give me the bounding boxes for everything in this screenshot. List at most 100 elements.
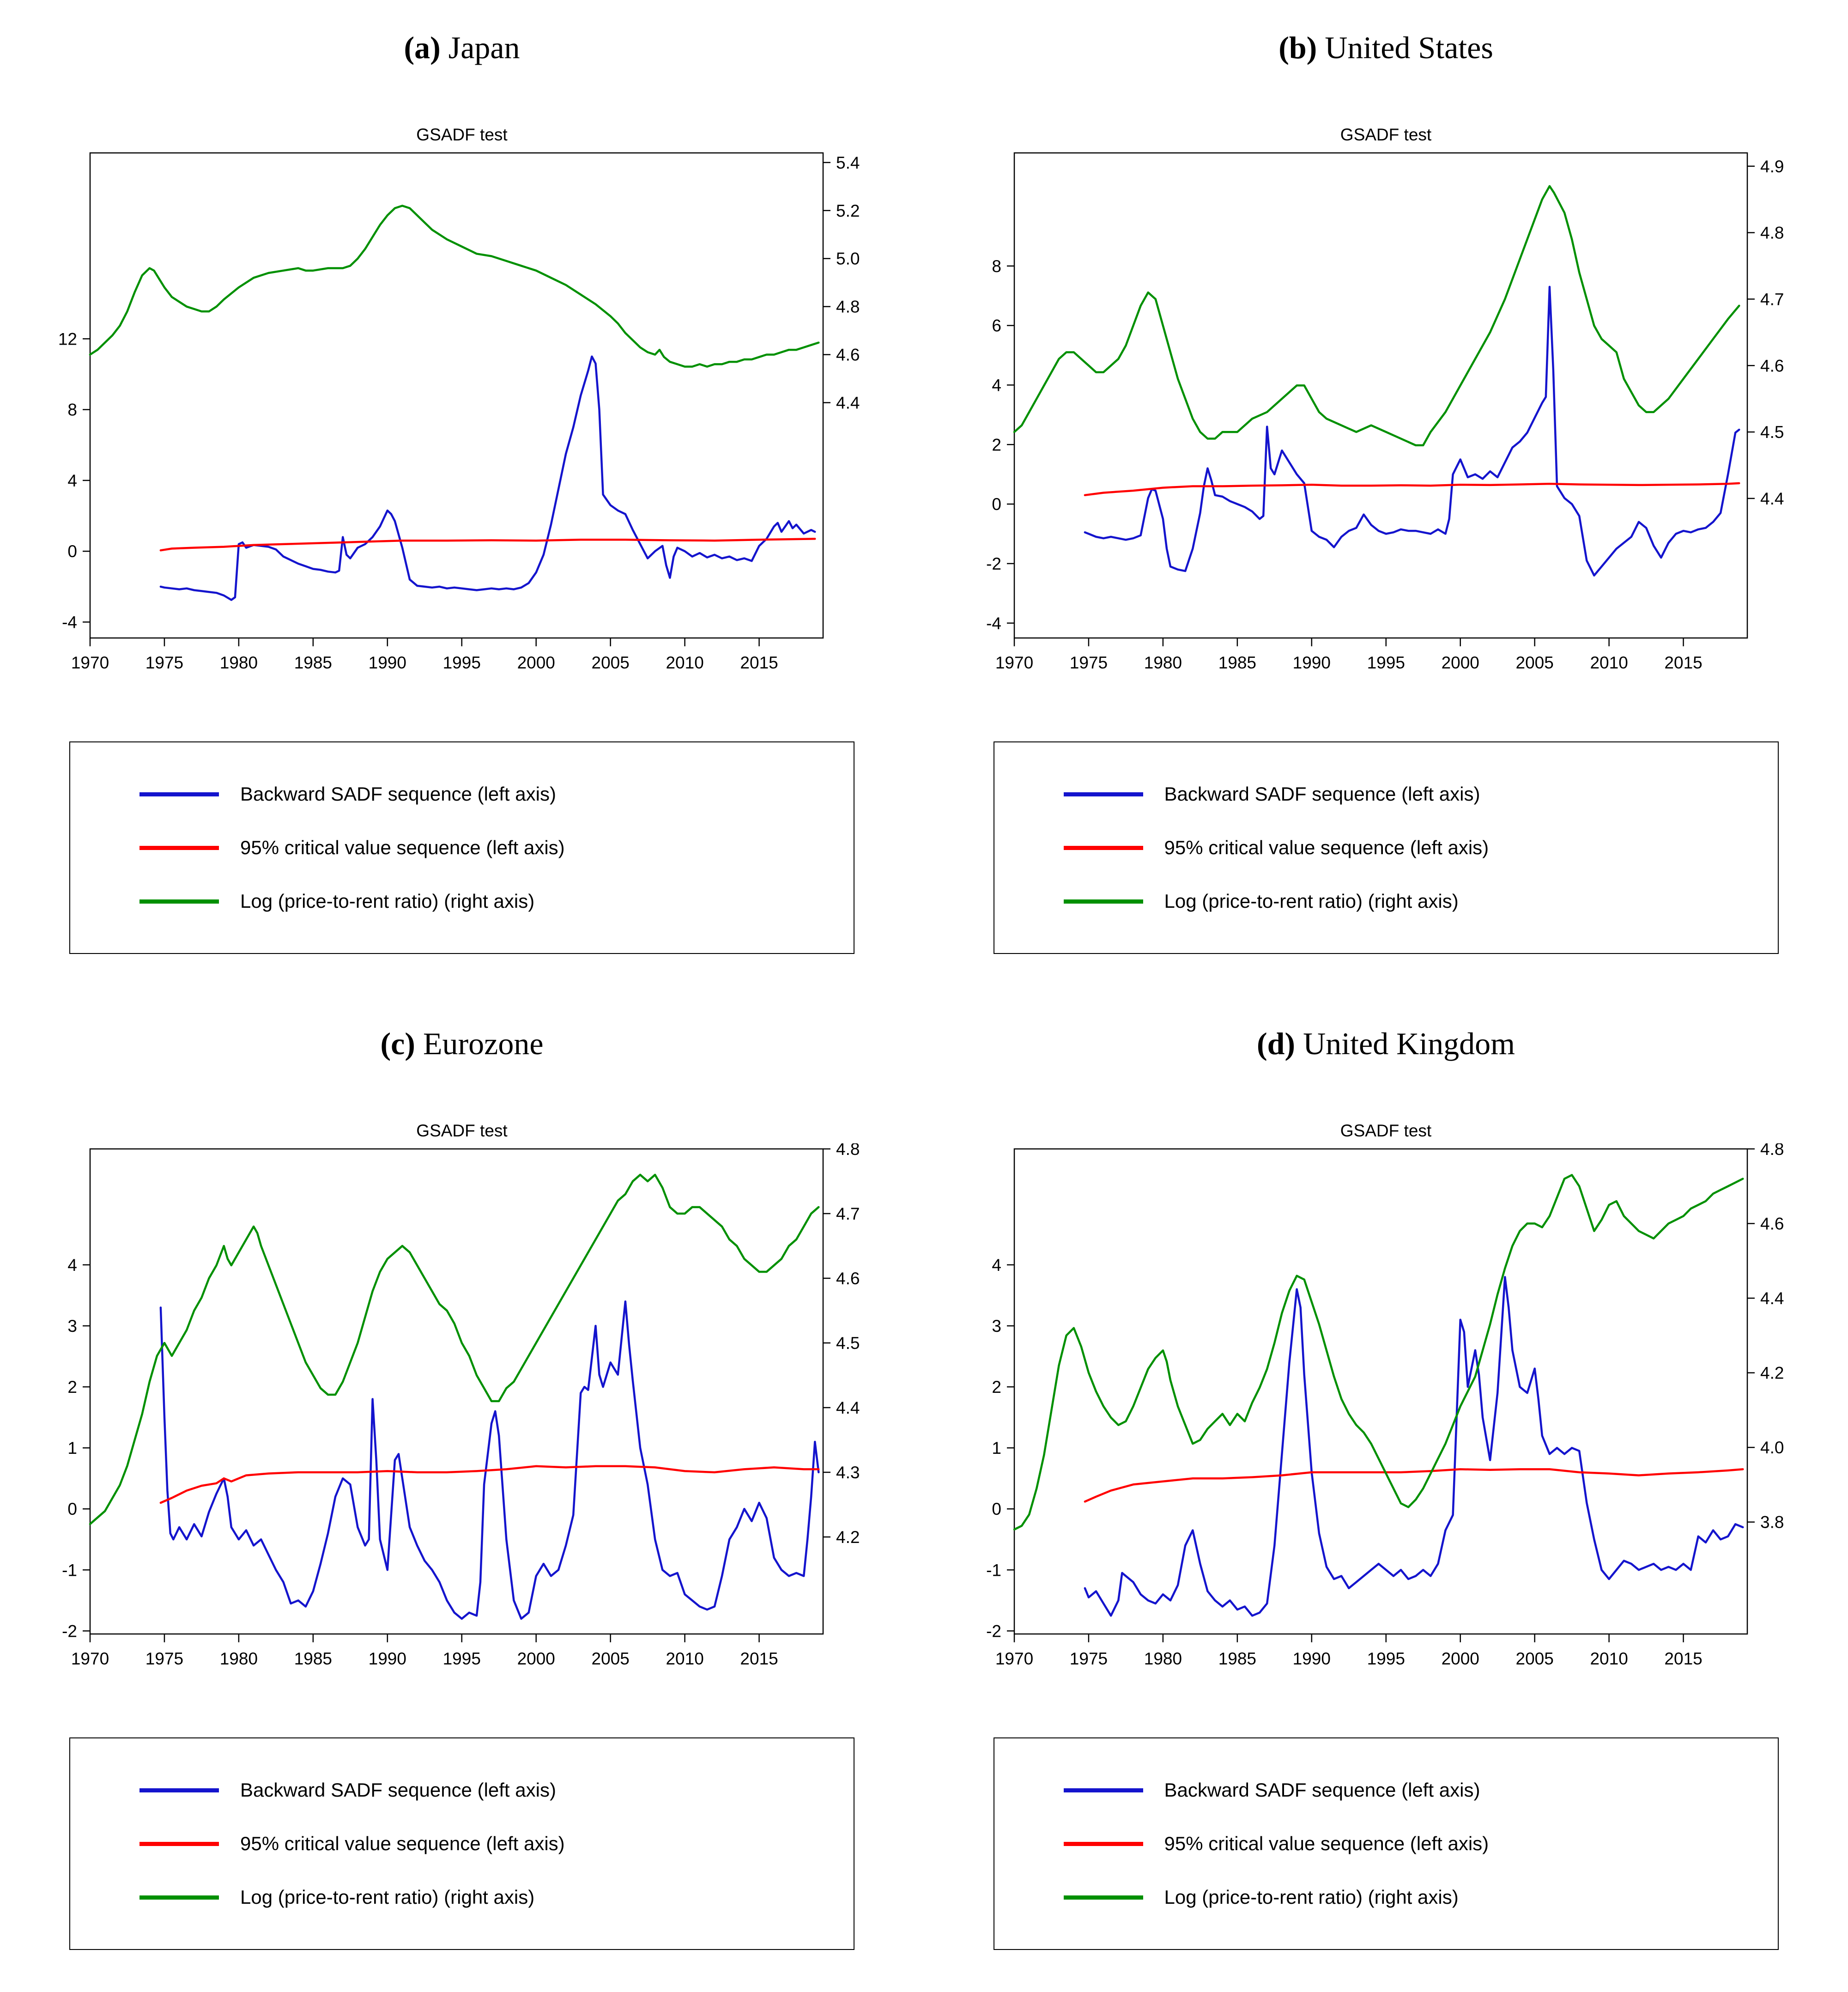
svg-text:4.7: 4.7 [836, 1204, 860, 1223]
legend-item-critical-value: 95% critical value sequence (left axis) [1063, 837, 1759, 859]
legend-box: Backward SADF sequence (left axis) 95% c… [993, 1737, 1779, 1950]
svg-text:8: 8 [67, 401, 77, 419]
gsadf-chart-japan: 12 8 4 0 -4 5.4 5.2 5.0 4.8 4.6 4.4 1970 1975 1980 198… [58, 152, 860, 672]
panel-label: (d) [1256, 1026, 1296, 1061]
legend-box: Backward SADF sequence (left axis) 95% c… [993, 741, 1779, 954]
backward-sadf-line-swatch [139, 1788, 219, 1792]
svg-text:2000: 2000 [1441, 1649, 1479, 1668]
legend-item-backward-sadf: Backward SADF sequence (left axis) [1063, 783, 1759, 805]
svg-text:-2: -2 [986, 554, 1001, 573]
backward-sadf-line-swatch [1063, 792, 1143, 796]
legend-label: 95% critical value sequence (left axis) [240, 837, 565, 858]
price-rent-line-swatch [139, 899, 219, 904]
svg-text:4: 4 [992, 1256, 1001, 1275]
svg-text:3: 3 [67, 1317, 77, 1336]
svg-text:4.8: 4.8 [1760, 224, 1784, 243]
svg-text:0: 0 [992, 495, 1001, 514]
svg-text:1990: 1990 [1292, 653, 1330, 672]
svg-text:3.8: 3.8 [1760, 1513, 1784, 1532]
legend-label: Log (price-to-rent ratio) (right axis) [240, 1886, 535, 1908]
svg-text:4.6: 4.6 [836, 346, 860, 364]
svg-text:2015: 2015 [1664, 1649, 1702, 1668]
panel-region-name: Eurozone [423, 1026, 544, 1061]
chart-title: GSADF test [1340, 1121, 1432, 1140]
chart-title: GSADF test [416, 125, 508, 144]
panel-region-name: United States [1325, 30, 1493, 65]
svg-text:4.8: 4.8 [836, 298, 860, 316]
legend-label: Log (price-to-rent ratio) (right axis) [1164, 1886, 1459, 1908]
svg-text:1970: 1970 [995, 653, 1033, 672]
svg-text:1975: 1975 [145, 653, 183, 672]
svg-text:1995: 1995 [443, 1649, 481, 1668]
svg-text:1980: 1980 [1144, 1649, 1182, 1668]
legend-item-critical-value: 95% critical value sequence (left axis) [1063, 1833, 1759, 1855]
svg-text:4.5: 4.5 [1760, 423, 1784, 442]
svg-text:1995: 1995 [1367, 653, 1405, 672]
svg-text:1970: 1970 [71, 653, 109, 672]
svg-text:1970: 1970 [71, 1649, 109, 1668]
svg-text:1985: 1985 [1218, 1649, 1256, 1668]
svg-text:4.0: 4.0 [1760, 1438, 1784, 1457]
panel-united-states: (b) United States GSADF test 8 6 4 2 0 -2 -4 4.… [924, 0, 1848, 996]
svg-text:2015: 2015 [1664, 653, 1702, 672]
svg-text:2000: 2000 [517, 1649, 555, 1668]
legend-box: Backward SADF sequence (left axis) 95% c… [69, 1737, 854, 1950]
svg-text:2005: 2005 [1515, 653, 1553, 672]
svg-text:5.2: 5.2 [836, 201, 860, 220]
svg-text:4.2: 4.2 [836, 1528, 860, 1547]
legend-box: Backward SADF sequence (left axis) 95% c… [69, 741, 854, 954]
legend-item-price-rent: Log (price-to-rent ratio) (right axis) [1063, 1886, 1759, 1908]
legend-label: Backward SADF sequence (left axis) [240, 783, 556, 805]
svg-text:2: 2 [992, 435, 1001, 454]
svg-text:4.5: 4.5 [836, 1334, 860, 1353]
panel-title-japan: (a) Japan [404, 30, 520, 66]
svg-text:1970: 1970 [995, 1649, 1033, 1668]
svg-text:4: 4 [67, 1256, 77, 1275]
panel-title-united-states: (b) United States [1278, 30, 1493, 66]
legend-item-price-rent: Log (price-to-rent ratio) (right axis) [139, 1886, 835, 1908]
chart-title: GSADF test [416, 1121, 508, 1140]
price-rent-line-swatch [1063, 899, 1143, 904]
svg-text:-1: -1 [986, 1561, 1001, 1579]
svg-text:1985: 1985 [1218, 653, 1256, 672]
legend-item-backward-sadf: Backward SADF sequence (left axis) [1063, 1779, 1759, 1801]
panel-title-united-kingdom: (d) United Kingdom [1257, 1026, 1515, 1062]
panel-region-name: Japan [448, 30, 520, 65]
svg-text:1980: 1980 [1144, 653, 1182, 672]
svg-text:1990: 1990 [369, 1649, 406, 1668]
svg-text:-1: -1 [62, 1561, 77, 1579]
svg-text:1980: 1980 [220, 653, 258, 672]
svg-text:2: 2 [992, 1378, 1001, 1397]
svg-text:1975: 1975 [1069, 1649, 1107, 1668]
svg-text:2015: 2015 [740, 653, 778, 672]
svg-text:2000: 2000 [517, 653, 555, 672]
legend-item-critical-value: 95% critical value sequence (left axis) [139, 1833, 835, 1855]
svg-text:4.3: 4.3 [836, 1463, 860, 1482]
svg-text:3: 3 [992, 1317, 1001, 1336]
svg-text:4.6: 4.6 [1760, 1215, 1784, 1233]
gsadf-chart-eurozone: 4 3 2 1 0 -1 -2 4.8 4.7 4.6 4.5 4.4 4.3 4.2 1970 1975 19… [62, 1143, 860, 1668]
svg-text:1975: 1975 [145, 1649, 183, 1668]
legend-label: Backward SADF sequence (left axis) [1164, 783, 1480, 805]
svg-text:4.2: 4.2 [1760, 1364, 1784, 1383]
svg-text:4.6: 4.6 [1760, 356, 1784, 375]
legend-item-critical-value: 95% critical value sequence (left axis) [139, 837, 835, 859]
svg-text:2: 2 [67, 1378, 77, 1397]
panel-japan: (a) Japan GSADF test 12 8 4 0 -4 5.4 5.2 5.0 4.8… [0, 0, 924, 996]
legend-item-backward-sadf: Backward SADF sequence (left axis) [139, 783, 835, 805]
critical-value-line-swatch [1063, 1841, 1143, 1846]
panel-label: (a) [404, 30, 441, 65]
svg-text:5.0: 5.0 [836, 249, 860, 268]
svg-text:2015: 2015 [740, 1649, 778, 1668]
svg-text:2010: 2010 [666, 1649, 703, 1668]
svg-text:1995: 1995 [1367, 1649, 1405, 1668]
gsadf-chart-united-kingdom: 4 3 2 1 0 -1 -2 4.8 4.6 4.4 4.2 4.0 3.8 1970 1975 1980 1… [986, 1143, 1784, 1668]
svg-text:6: 6 [992, 316, 1001, 335]
backward-sadf-line-swatch [1063, 1788, 1143, 1792]
svg-text:1: 1 [67, 1439, 77, 1458]
svg-text:2010: 2010 [666, 653, 703, 672]
svg-text:4.4: 4.4 [1760, 489, 1784, 508]
price-rent-line-swatch [139, 1895, 219, 1900]
panel-label: (c) [380, 1026, 415, 1061]
critical-value-line-swatch [139, 845, 219, 850]
